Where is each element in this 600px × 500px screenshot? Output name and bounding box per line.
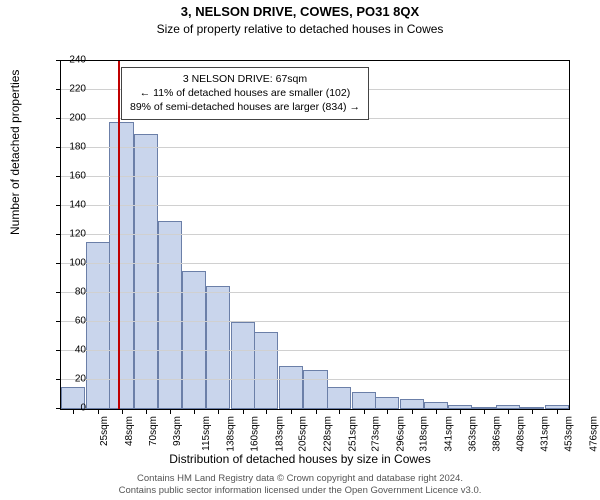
x-tick-label: 48sqm: [124, 416, 135, 446]
gridline: [61, 292, 569, 293]
histogram-bar: [86, 242, 110, 409]
x-tick-label: 476sqm: [588, 416, 599, 452]
histogram-bar: [279, 366, 303, 410]
gridline: [61, 263, 569, 264]
y-tick-label: 60: [46, 316, 86, 327]
histogram-bar: [327, 387, 351, 409]
footer-line-2: Contains public sector information licen…: [0, 485, 600, 497]
gridline: [61, 321, 569, 322]
gridline: [61, 176, 569, 177]
x-tick-label: 183sqm: [274, 416, 285, 452]
y-tick-label: 0: [46, 403, 86, 414]
y-axis-label: Number of detached properties: [8, 70, 22, 235]
histogram-bar: [206, 286, 230, 409]
y-tick-label: 140: [46, 200, 86, 211]
x-tick-label: 70sqm: [148, 416, 159, 446]
histogram-bar: [375, 397, 399, 409]
histogram-bar: [231, 322, 255, 409]
gridline: [61, 379, 569, 380]
footer: Contains HM Land Registry data © Crown c…: [0, 473, 600, 497]
histogram-bar: [109, 122, 133, 409]
chart-container: 3, NELSON DRIVE, COWES, PO31 8QX Size of…: [0, 0, 600, 500]
x-tick-label: 453sqm: [564, 416, 575, 452]
gridline: [61, 234, 569, 235]
x-tick-label: 431sqm: [540, 416, 551, 452]
annotation-line-1: 3 NELSON DRIVE: 67sqm: [130, 72, 360, 86]
y-tick-label: 240: [46, 55, 86, 66]
y-tick-label: 40: [46, 345, 86, 356]
y-tick-label: 80: [46, 287, 86, 298]
x-tick-label: 296sqm: [395, 416, 406, 452]
x-tick-label: 138sqm: [226, 416, 237, 452]
annotation-line-2: ← 11% of detached houses are smaller (10…: [130, 86, 360, 100]
gridline: [61, 147, 569, 148]
x-tick-label: 386sqm: [492, 416, 503, 452]
plot-area: 3 NELSON DRIVE: 67sqm ← 11% of detached …: [60, 60, 570, 410]
chart-title: 3, NELSON DRIVE, COWES, PO31 8QX: [0, 4, 600, 19]
y-tick-label: 120: [46, 229, 86, 240]
x-axis-label: Distribution of detached houses by size …: [0, 452, 600, 466]
y-tick-label: 160: [46, 171, 86, 182]
annotation-line-3: 89% of semi-detached houses are larger (…: [130, 100, 360, 114]
annotation-box: 3 NELSON DRIVE: 67sqm ← 11% of detached …: [121, 67, 369, 120]
x-tick-label: 363sqm: [467, 416, 478, 452]
y-tick-label: 180: [46, 142, 86, 153]
y-tick-label: 220: [46, 84, 86, 95]
histogram-bar: [158, 221, 182, 410]
gridline: [61, 205, 569, 206]
x-tick-label: 341sqm: [444, 416, 455, 452]
footer-line-1: Contains HM Land Registry data © Crown c…: [0, 473, 600, 485]
gridline: [61, 350, 569, 351]
histogram-bar: [134, 134, 158, 410]
x-tick-label: 205sqm: [298, 416, 309, 452]
x-tick-label: 115sqm: [201, 416, 212, 451]
y-tick-label: 200: [46, 113, 86, 124]
histogram-bar: [424, 402, 448, 409]
histogram-bar: [352, 392, 376, 409]
chart-subtitle: Size of property relative to detached ho…: [0, 22, 600, 36]
x-tick-label: 408sqm: [515, 416, 526, 452]
x-tick-label: 160sqm: [250, 416, 261, 452]
histogram-bar: [400, 399, 424, 409]
histogram-bar: [303, 370, 327, 409]
histogram-bar: [254, 332, 278, 409]
x-tick-label: 273sqm: [371, 416, 382, 452]
x-tick-label: 93sqm: [172, 416, 183, 446]
x-tick-label: 25sqm: [99, 416, 110, 446]
x-tick-label: 228sqm: [322, 416, 333, 452]
x-tick-label: 318sqm: [419, 416, 430, 452]
y-tick-label: 20: [46, 374, 86, 385]
x-tick-label: 251sqm: [347, 416, 358, 452]
y-tick-label: 100: [46, 258, 86, 269]
